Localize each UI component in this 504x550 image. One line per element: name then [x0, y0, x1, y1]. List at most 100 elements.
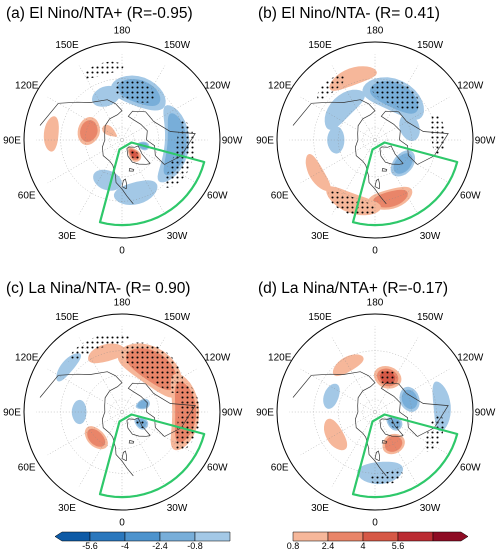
anomaly-contour — [137, 400, 149, 409]
coastline — [380, 382, 449, 437]
colorbar-swatch — [194, 531, 231, 542]
latitude-gridline — [85, 375, 159, 449]
longitude-gridline — [300, 96, 375, 140]
longitude-gridline — [122, 337, 166, 412]
colorbar-tick-label: -0.8 — [187, 541, 203, 550]
coastline — [292, 371, 387, 477]
longitude-label: 0 — [119, 518, 125, 529]
coastline — [128, 167, 135, 172]
longitude-gridline — [375, 65, 419, 140]
map-panel-c: 150E 120E 90E 60E 30E 0 30W 60W 90W 120W 150W 180 — [3, 298, 243, 529]
anomaly-contour — [93, 169, 122, 191]
longitude-label: 60E — [18, 191, 36, 202]
latitude-gridline — [362, 399, 388, 425]
longitude-label: 180 — [114, 298, 131, 309]
significance-stipple — [369, 471, 403, 485]
longitude-label: 150E — [308, 312, 332, 323]
significance-stipple — [388, 418, 400, 429]
coastline — [39, 99, 134, 205]
longitude-gridline — [331, 337, 375, 412]
longitude-label: 120E — [15, 81, 39, 92]
latitude-gridline — [109, 399, 135, 425]
anomaly-contour — [373, 189, 408, 208]
nta-region-box — [98, 141, 206, 227]
map-background — [24, 42, 220, 238]
nta-region-box — [351, 141, 459, 227]
longitude-gridline — [331, 140, 375, 215]
longitude-label: 90W — [475, 408, 496, 419]
coastline — [126, 145, 151, 165]
longitude-label: 60E — [271, 463, 289, 474]
longitude-label: 120W — [204, 81, 231, 92]
longitude-gridline — [47, 412, 122, 456]
map-panels: 150E120E90E60E30E030W60W90W120W150W18015… — [3, 26, 496, 529]
colorbar-swatch — [54, 531, 91, 542]
longitude-label: 150W — [164, 312, 191, 323]
coastline — [381, 167, 388, 172]
longitude-gridline — [47, 140, 122, 184]
panel-b-title: (b) El Nino/NTA- (R= 0.41) — [258, 5, 440, 22]
colorbar-negative: -5.6 -4 -2.4 -0.8 — [54, 531, 231, 550]
colorbar-swatch — [124, 531, 161, 542]
significance-stipple — [135, 418, 147, 429]
anomaly-contour — [87, 428, 106, 447]
longitude-label: 120E — [268, 353, 292, 364]
colorbar-tick-label: 2.4 — [322, 541, 335, 550]
longitude-label: 150E — [55, 40, 79, 51]
longitude-label: 150W — [417, 40, 444, 51]
significance-stipple — [327, 191, 377, 217]
coastline — [127, 382, 196, 437]
longitude-gridline — [375, 140, 450, 184]
significance-stipple — [67, 333, 131, 363]
longitude-gridline — [375, 337, 419, 412]
coastline — [374, 450, 380, 462]
longitude-label: 60W — [207, 191, 228, 202]
longitude-gridline — [375, 96, 450, 140]
coastline — [127, 110, 196, 165]
longitude-label: 60E — [18, 463, 36, 474]
coastline — [292, 99, 387, 205]
nta-region-box — [98, 413, 206, 499]
longitude-label: 90E — [3, 136, 21, 147]
anomaly-contour — [324, 418, 348, 451]
colorbar-tick-label: -5.6 — [82, 541, 98, 550]
longitude-gridline — [122, 368, 197, 412]
colorbar-tick-label: -4 — [121, 541, 129, 550]
colorbar-tick-label: 5.6 — [392, 541, 405, 550]
longitude-label: 30E — [58, 231, 76, 242]
longitude-label: 30W — [167, 503, 188, 514]
significance-stipple — [114, 78, 156, 103]
map-panel-b: 150E 120E 90E 60E 30E 0 30W 60W 90W 120W 150W 180 — [256, 26, 496, 257]
longitude-gridline — [78, 65, 122, 140]
significance-stipple — [174, 382, 201, 452]
longitude-label: 60W — [207, 463, 228, 474]
colorbar-tick-label: -2.4 — [152, 541, 168, 550]
colorbar-swatch — [292, 531, 329, 542]
longitude-gridline — [300, 140, 375, 184]
colorbar-tick-label: 0.8 — [287, 541, 300, 550]
panel-a-title: (a) El Nino/NTA+ (R=-0.95) — [6, 5, 193, 22]
significance-stipple — [371, 79, 420, 111]
anomaly-contour — [92, 85, 121, 107]
anomaly-contour — [305, 154, 331, 191]
colorbar-swatch — [397, 531, 434, 542]
longitude-label: 60E — [271, 191, 289, 202]
significance-stipple — [83, 61, 124, 79]
anomaly-contour — [80, 120, 98, 142]
anomaly-contour — [327, 126, 345, 154]
longitude-label: 30E — [58, 503, 76, 514]
map-field — [36, 54, 208, 227]
anomaly-contour — [71, 399, 87, 425]
map-field — [289, 326, 461, 499]
longitude-gridline — [78, 140, 122, 215]
longitude-gridline — [331, 412, 375, 487]
significance-stipple — [423, 414, 444, 452]
colorbar-swatch — [159, 531, 196, 542]
longitude-label: 120E — [268, 81, 292, 92]
coastline — [128, 439, 135, 444]
longitude-gridline — [122, 140, 166, 215]
longitude-label: 90W — [222, 408, 243, 419]
longitude-label: 0 — [119, 246, 125, 257]
anomaly-contour — [323, 383, 340, 409]
coastline — [121, 178, 127, 190]
